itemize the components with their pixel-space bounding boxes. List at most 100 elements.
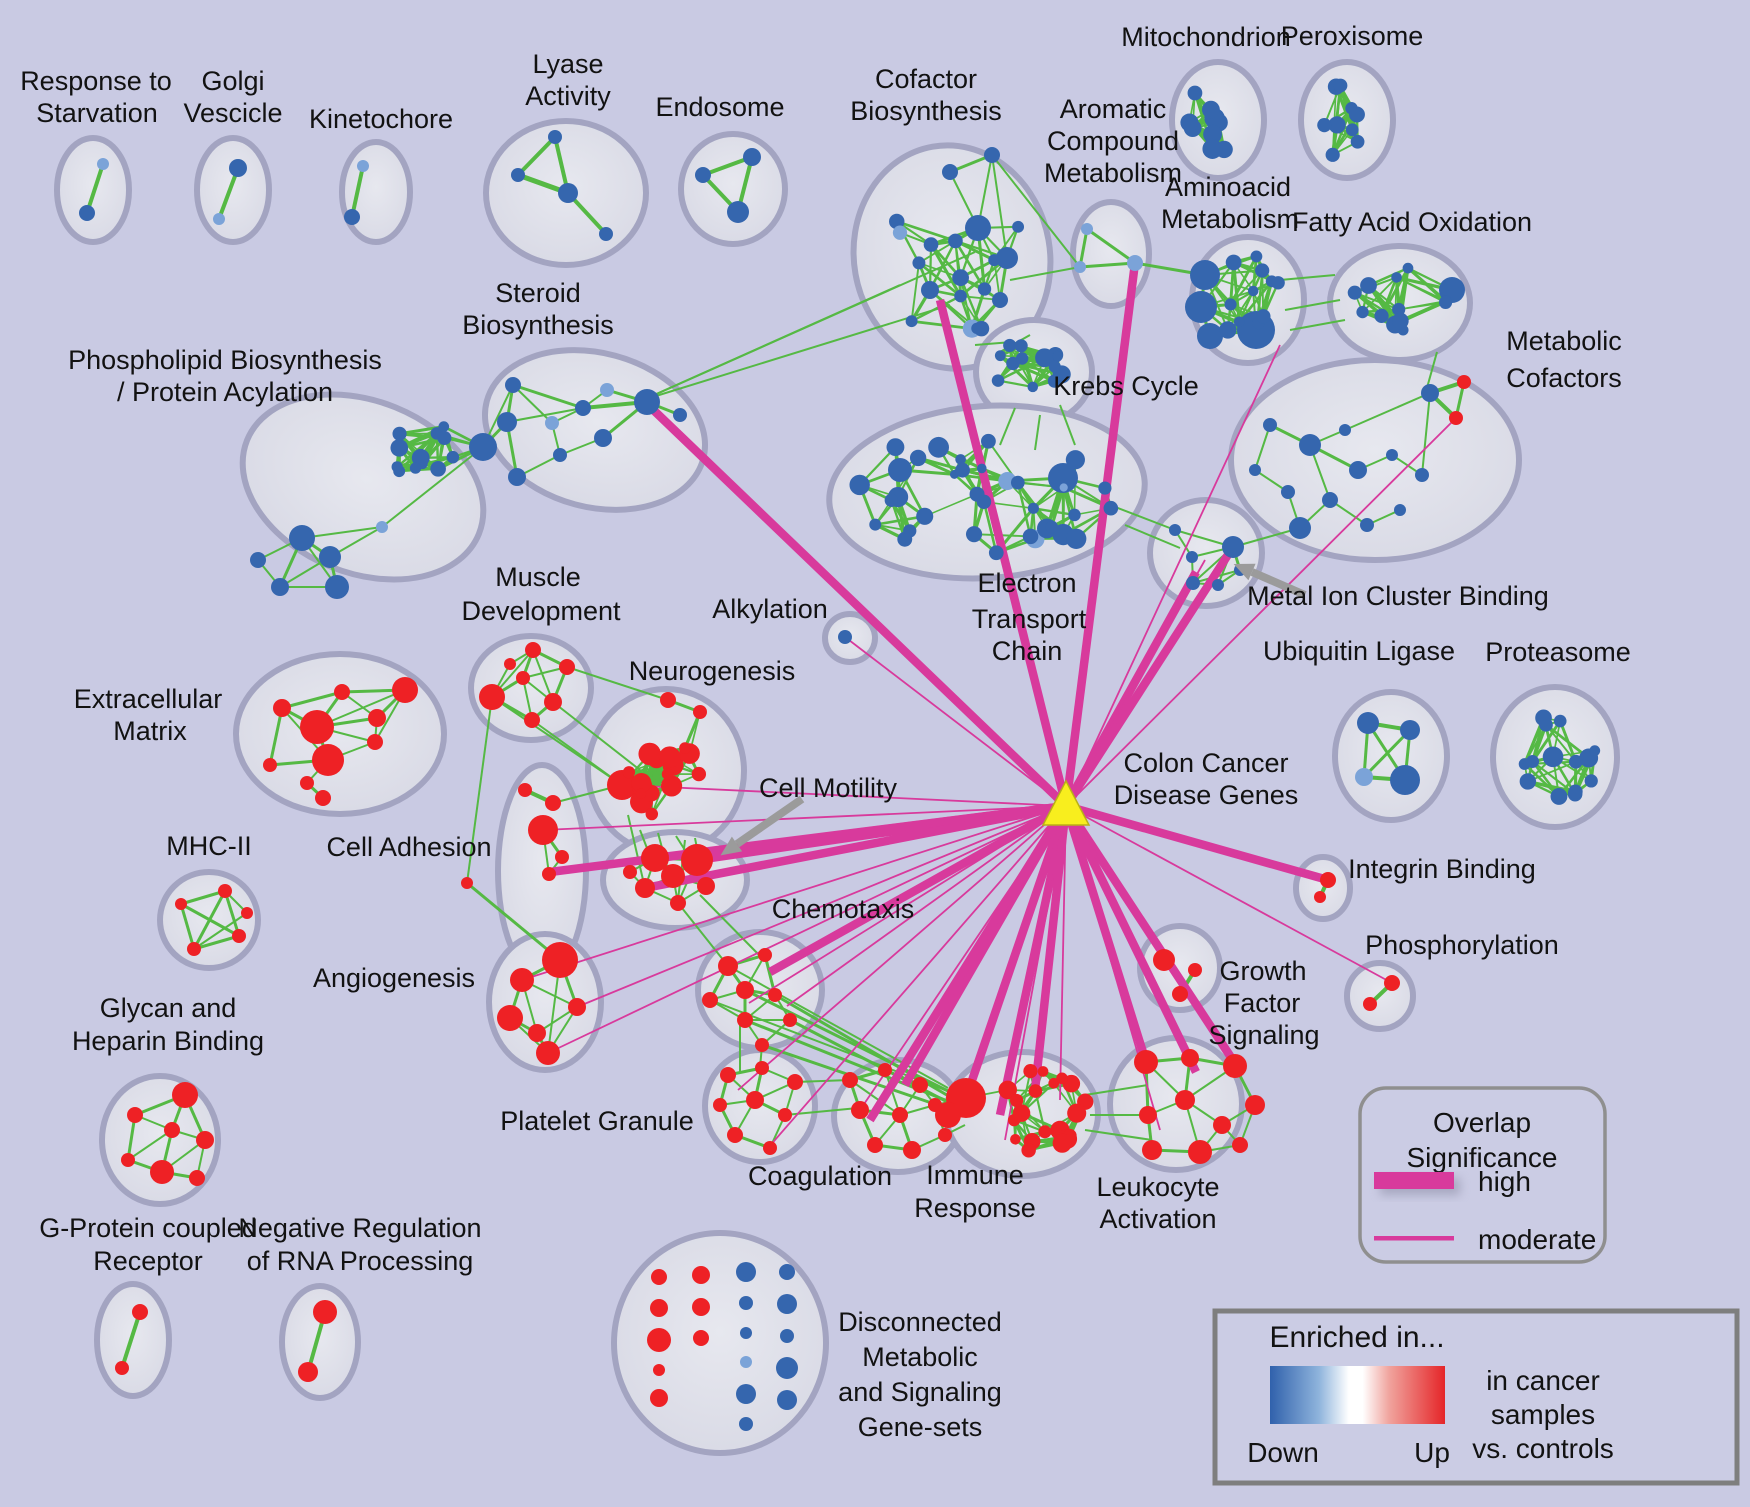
overlap-edge-high [995,805,1071,1116]
node-up [660,692,676,708]
node-up [691,766,707,782]
moderate-significance-swatch [1374,1236,1454,1241]
edge [1012,362,1056,383]
edge [120,1311,142,1369]
node-up [851,1101,869,1119]
node-up [525,642,541,658]
node-down [955,454,966,465]
cluster-label-mhc-ii-0: MHC-II [166,831,251,861]
legend-side-text-3: vs. controls [1472,1433,1614,1464]
node-up [693,1330,709,1346]
edge [179,903,196,950]
node-down [1439,295,1453,309]
cluster-label-lyase-activity-1: Activity [525,81,611,111]
edge [506,407,584,423]
node-down [250,552,266,568]
cluster-cofactor-biosynthesis-ellipse [850,142,1054,372]
cluster-label-response-starvation-1: Starvation [36,98,158,128]
node-up [661,775,683,797]
overlap-edge-moderate [521,805,1067,981]
node-down [1197,323,1223,349]
edge [1254,424,1271,471]
edge [1086,227,1136,265]
node-down [1281,485,1295,499]
node-down [1186,551,1198,563]
node-down [928,436,949,458]
overlap-edge-moderate [748,805,1067,1004]
node-down [921,281,939,299]
cluster-label-cell-motility-0: Cell Motility [759,773,898,803]
node-up [693,705,707,719]
node-up [568,998,586,1016]
node-down [1317,118,1332,133]
node-up [1314,891,1326,903]
edge [1361,276,1398,313]
cluster-label-coagulation-0: Coagulation [748,1161,892,1191]
node-down [736,1384,756,1404]
node-up [1010,1134,1021,1145]
node-up [1153,949,1175,971]
node-up [1232,1137,1248,1153]
node-up [938,1128,952,1142]
edge [180,889,226,906]
node-down [271,578,289,596]
legend-overlap-box [1358,1086,1607,1264]
node-up [746,1091,764,1109]
inter-cluster-edge [566,666,669,701]
edge [381,446,484,528]
node-down [1027,381,1039,393]
node-down [1584,774,1598,788]
overlap-edge-moderate [1065,344,1281,807]
overlap-edge-moderate [844,636,1067,807]
node-up [720,1067,736,1083]
node-down [229,159,247,177]
node-down [1233,316,1245,328]
node-down [1014,339,1028,353]
node-down [695,167,711,183]
node-down [777,1390,797,1410]
node-up [755,1061,769,1075]
overlap-edge-moderate [576,805,1067,1008]
edge [1545,724,1577,763]
cluster-label-cofactor-biosynthesis-1: Biosynthesis [850,96,1002,126]
edge [193,912,248,950]
node-down [1374,308,1389,324]
node-down [1553,714,1567,728]
inter-cluster-edge [1009,266,1081,281]
node-up [555,850,569,864]
node-down [1349,461,1367,479]
edge [1354,291,1400,311]
node-down [634,389,660,415]
node-down [916,507,934,525]
inter-cluster-edge [1034,414,1041,451]
cluster-label-steroid-biosynthesis-0: Steroid [495,278,581,308]
overlap-edge-moderate [737,805,1067,1091]
node-down [1350,134,1365,149]
inter-cluster-edge [1124,524,1181,549]
node-down [1169,524,1181,536]
node-down [740,1327,752,1339]
legend-high-label: high [1478,1166,1531,1197]
node-down [673,408,687,422]
node-down [553,448,567,462]
inter-cluster-edge [1084,1084,1149,1096]
edge [896,220,956,243]
node-up [368,709,386,727]
node-up [645,807,659,821]
edge [85,163,105,214]
node-down [740,1356,752,1368]
cluster-label-negative-regulation-rna-processing-0: Negative Regulation [238,1213,481,1243]
edge [512,384,553,424]
node-down [1212,579,1224,591]
edge [911,319,973,330]
node-up [1449,411,1463,425]
node-down [889,213,905,230]
cluster-aromatic-compound-metabolism-ellipse [1070,199,1152,309]
cluster-label-kinetochore-0: Kinetochore [309,104,453,134]
node-down [575,400,591,416]
inter-cluster-edge [991,154,1081,268]
node-up [1188,963,1202,977]
inter-cluster-edge [794,1079,851,1083]
node-down [736,1262,756,1282]
node-down [1299,434,1321,456]
